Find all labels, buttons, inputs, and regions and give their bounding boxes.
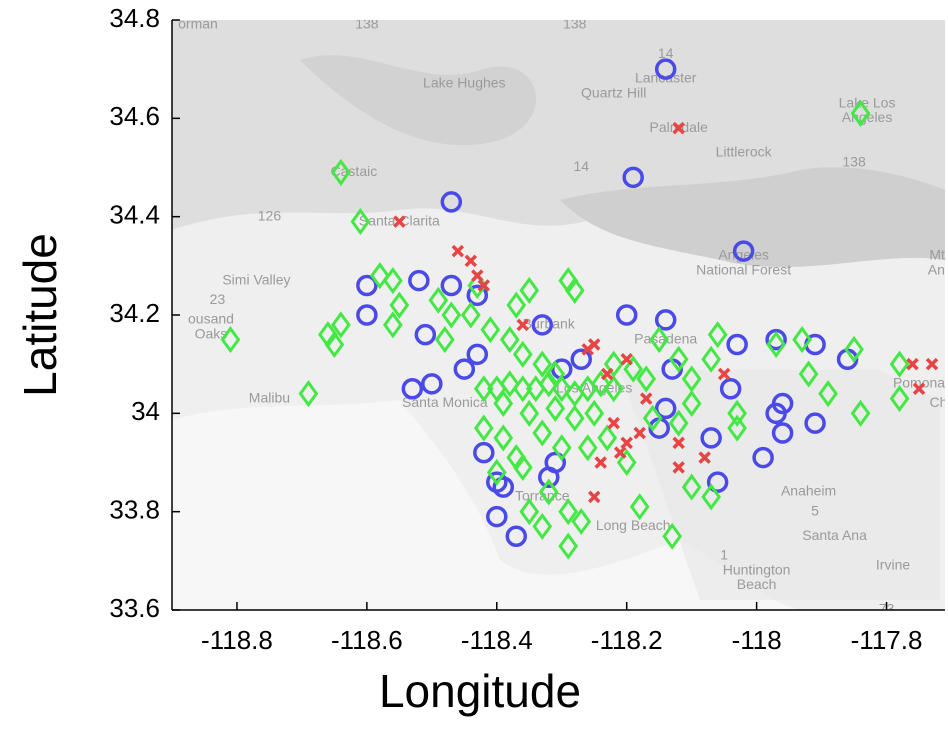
map-label: Anaheim [781, 483, 836, 499]
map-label: 138 [563, 16, 587, 32]
map-label: Simi Valley [222, 271, 290, 287]
map-label: Littlerock [716, 143, 773, 159]
map-label: 1 [720, 547, 728, 563]
x-tick-label: -117.8 [851, 625, 923, 655]
x-tick-label: -118.2 [591, 625, 663, 655]
map-label: Mt San [929, 247, 948, 263]
y-tick-label: 34.8 [109, 3, 160, 33]
map-label: orman [178, 16, 218, 32]
y-tick-label: 34.6 [109, 101, 160, 131]
chart: ormanLake HughesLancasterQuartz HillPalm… [0, 0, 948, 735]
map-label: Beach [737, 576, 777, 592]
y-axis-label: Latitude [14, 233, 66, 397]
map-label: National Forest [696, 261, 791, 277]
map-label: Malibu [249, 389, 290, 405]
map-label: Huntington [723, 561, 791, 577]
map-label: Lake Los [839, 94, 896, 110]
map-label: Lake Hughes [423, 75, 506, 91]
y-tick-label: 34.2 [109, 298, 160, 328]
x-tick-label: -118.6 [331, 625, 403, 655]
y-tick-label: 34 [131, 396, 160, 426]
map-label: Santa Ana [802, 527, 867, 543]
y-tick-label: 34.4 [109, 200, 160, 230]
x-tick-label: -118 [732, 625, 782, 655]
y-tick-label: 33.8 [109, 495, 160, 525]
map-label: Ch [930, 394, 948, 410]
map-label: 126 [258, 207, 282, 223]
x-tick-label: -118.8 [201, 625, 273, 655]
map-label: Antonio [928, 261, 948, 277]
map-label: 14 [573, 158, 589, 174]
map-label: Long Beach [596, 517, 671, 533]
map-label: Quartz Hill [581, 84, 646, 100]
map-label: 138 [355, 16, 379, 32]
y-tick-label: 33.6 [109, 593, 160, 623]
map-label: 138 [842, 153, 866, 169]
map-label: 23 [210, 291, 226, 307]
map-label: 5 [811, 502, 819, 518]
x-tick-label: -118.4 [461, 625, 533, 655]
map-label: ousand [188, 311, 234, 327]
x-axis-label: Longitude [379, 665, 581, 717]
map-label: Irvine [876, 556, 910, 572]
